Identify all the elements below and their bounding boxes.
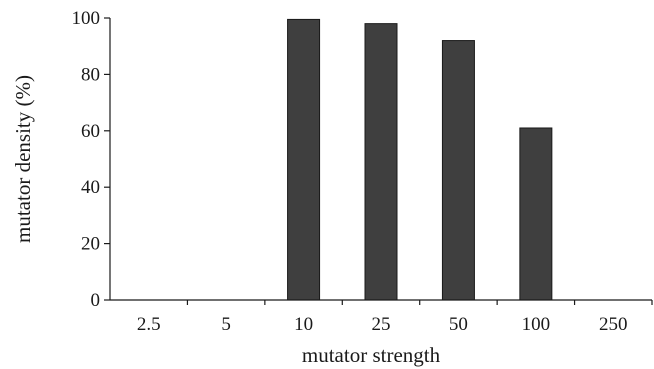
bars [287,18,553,301]
x-tick-label: 2.5 [137,314,161,335]
y-axis-title: mutator density (%) [11,75,35,243]
bar-50 [441,40,475,301]
x-tick-label: 250 [599,314,628,335]
x-tick-label: 50 [449,314,468,335]
bar-10 [287,18,321,301]
y-axis-ticks: 0 20 40 60 80 100 [72,8,110,311]
y-tick-label: 80 [81,64,100,85]
x-tick-label: 10 [294,314,313,335]
x-axis-ticks: 2.5 5 10 25 50 100 250 [137,300,653,335]
bar-25 [364,23,398,301]
bar-100 [519,127,553,301]
y-tick-label: 20 [81,234,100,255]
x-tick-label: 5 [221,314,231,335]
x-tick-label: 100 [522,314,551,335]
y-tick-label: 60 [81,121,100,142]
y-tick-label: 100 [72,8,101,29]
y-tick-label: 40 [81,177,100,198]
x-tick-label: 25 [372,314,391,335]
x-axis-title: mutator strength [302,343,441,367]
y-tick-label: 0 [91,290,101,311]
